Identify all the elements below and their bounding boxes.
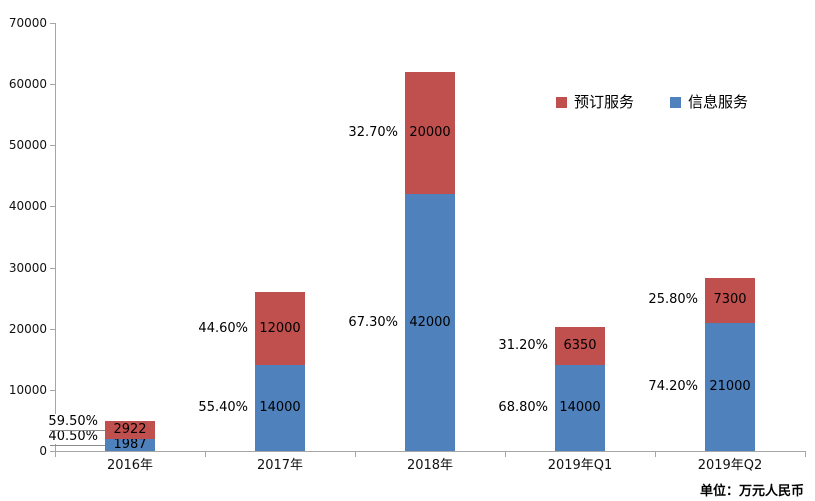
bar-segment-预订服务 bbox=[705, 277, 755, 323]
y-axis-tick-label: 40000 bbox=[8, 199, 47, 214]
legend-item-预订服务: 预订服务 bbox=[556, 93, 634, 111]
bar-value-label: 20000 bbox=[409, 125, 451, 141]
bar-segment-信息服务 bbox=[705, 322, 755, 451]
percent-leader-line bbox=[50, 429, 105, 431]
percent-leader-line bbox=[50, 444, 105, 446]
legend-swatch-icon bbox=[556, 96, 567, 108]
x-axis-line bbox=[55, 451, 806, 452]
bar-value-label: 42000 bbox=[409, 314, 451, 330]
bar-percent-label: 67.30% bbox=[348, 314, 398, 330]
y-axis-tick-label: 50000 bbox=[8, 138, 47, 153]
x-axis-category-label: 2018年 bbox=[406, 458, 454, 473]
x-axis-tick bbox=[55, 452, 56, 457]
bar-segment-预订服务 bbox=[105, 420, 155, 439]
legend-swatch-icon bbox=[670, 96, 682, 108]
bar-percent-label: 74.20% bbox=[648, 378, 698, 394]
bar-percent-label: 32.70% bbox=[348, 125, 398, 141]
x-axis-tick bbox=[655, 452, 656, 457]
legend-item-信息服务: 信息服务 bbox=[670, 93, 748, 111]
bar-percent-label: 44.60% bbox=[198, 320, 248, 336]
x-axis-tick bbox=[505, 452, 506, 457]
bar-value-label: 1987 bbox=[113, 436, 147, 452]
x-axis-tick bbox=[205, 452, 206, 457]
bar-percent-label: 25.80% bbox=[648, 292, 698, 308]
y-axis-tick-label: 10000 bbox=[8, 382, 47, 397]
bar-value-label: 2922 bbox=[113, 421, 147, 437]
y-axis-tick bbox=[50, 328, 55, 330]
bar-segment-预订服务 bbox=[255, 292, 305, 366]
unit-note: 单位：万元人民币 bbox=[699, 484, 804, 499]
y-axis-tick bbox=[50, 84, 55, 86]
y-axis-tick-label: 20000 bbox=[8, 321, 47, 336]
bar-percent-label: 40.50% bbox=[36, 428, 98, 444]
bar-percent-label: 68.80% bbox=[498, 400, 548, 416]
bar-segment-预订服务 bbox=[555, 326, 605, 366]
y-axis-tick bbox=[50, 451, 55, 452]
y-axis-tick-label: 70000 bbox=[8, 16, 47, 30]
x-axis-category-label: 2019年Q1 bbox=[547, 458, 613, 473]
bar-segment-预订服务 bbox=[405, 71, 455, 195]
bar-value-label: 21000 bbox=[709, 378, 751, 394]
y-axis-tick-label: 0 bbox=[39, 444, 47, 458]
y-axis-tick-label: 30000 bbox=[8, 260, 47, 275]
bar-value-label: 14000 bbox=[559, 400, 601, 416]
x-axis-category-label: 2017年 bbox=[256, 458, 304, 473]
chart-legend: 预订服务 信息服务 bbox=[556, 93, 748, 111]
bar-segment-信息服务 bbox=[105, 438, 155, 451]
x-axis-category-label: 2019年Q2 bbox=[697, 458, 763, 473]
x-axis-tick bbox=[805, 452, 806, 457]
bar-segment-信息服务 bbox=[555, 365, 605, 451]
bar-percent-label: 55.40% bbox=[198, 400, 248, 416]
x-axis-tick bbox=[355, 452, 356, 457]
bar-value-label: 7300 bbox=[713, 292, 747, 308]
bar-segment-信息服务 bbox=[255, 365, 305, 451]
y-axis-tick bbox=[50, 389, 55, 391]
legend-label: 预订服务 bbox=[574, 93, 635, 111]
y-axis-tick bbox=[50, 267, 55, 269]
bar-value-label: 6350 bbox=[563, 337, 597, 353]
bar-segment-信息服务 bbox=[405, 194, 455, 451]
y-axis-tick bbox=[50, 206, 55, 208]
legend-label: 信息服务 bbox=[688, 93, 749, 111]
y-axis-tick-label: 60000 bbox=[8, 77, 47, 92]
bar-percent-label: 59.50% bbox=[36, 413, 98, 429]
x-axis-category-label: 2016年 bbox=[106, 458, 154, 473]
bar-percent-label: 31.20% bbox=[498, 337, 548, 353]
y-axis-tick bbox=[50, 23, 55, 24]
y-axis-line bbox=[55, 23, 56, 451]
bar-value-label: 14000 bbox=[259, 400, 301, 416]
bar-value-label: 12000 bbox=[259, 320, 301, 336]
y-axis-tick bbox=[50, 145, 55, 147]
